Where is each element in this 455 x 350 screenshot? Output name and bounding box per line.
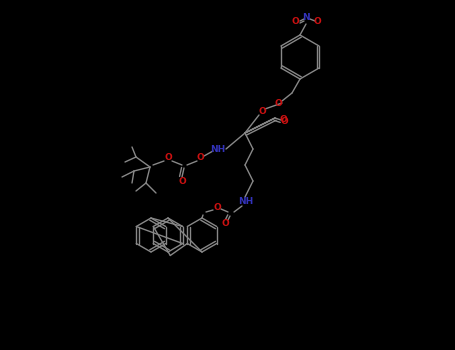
Text: O: O <box>279 116 287 125</box>
Text: O: O <box>221 218 229 228</box>
Text: O: O <box>280 117 288 126</box>
Text: N: N <box>302 14 310 22</box>
Text: O: O <box>313 16 321 26</box>
Text: NH: NH <box>238 196 253 205</box>
Text: O: O <box>164 154 172 162</box>
Text: O: O <box>258 107 266 117</box>
Text: O: O <box>291 16 299 26</box>
Text: O: O <box>196 154 204 162</box>
Text: O: O <box>178 177 186 187</box>
Text: O: O <box>213 203 221 211</box>
Text: O: O <box>274 99 282 108</box>
Text: NH: NH <box>210 146 226 154</box>
